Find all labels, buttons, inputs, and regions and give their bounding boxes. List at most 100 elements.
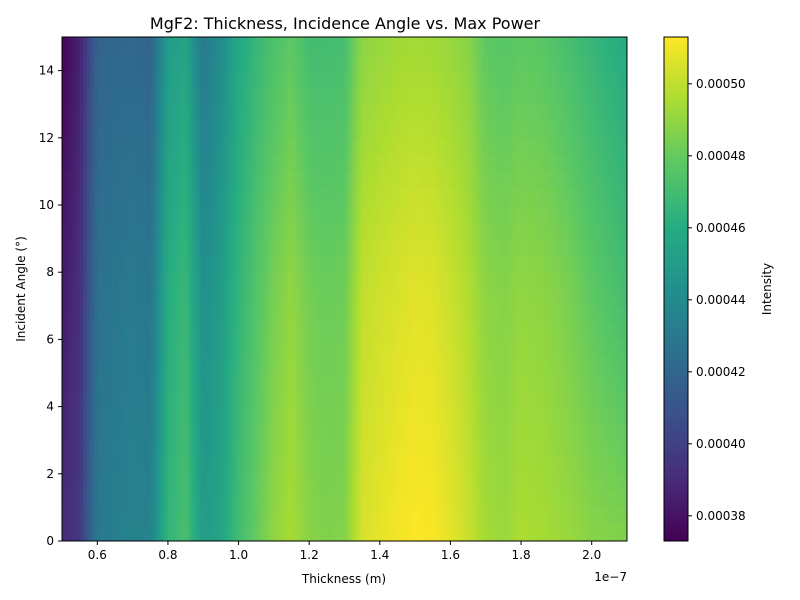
heatmap-cell [595,221,600,240]
heatmap-cell [277,255,282,273]
heatmap-cell [86,356,91,374]
heatmap-cell [492,440,497,458]
heatmap-cell [69,339,74,357]
heatmap-cell [164,406,169,424]
heatmap-cell [609,37,614,55]
heatmap-cell [224,70,229,88]
heatmap-cell [104,171,109,189]
heatmap-cell [379,70,384,88]
heatmap-cell [616,322,621,340]
heatmap-cell [305,305,310,324]
heatmap-cell [235,37,240,55]
heatmap-cell [330,137,335,156]
heatmap-cell [506,121,512,139]
heatmap-cell [319,524,324,541]
heatmap-cell [235,221,240,240]
heatmap-cell [432,171,437,189]
heatmap-cell [249,423,254,441]
heatmap-cell [415,238,420,256]
heatmap-cell [584,289,589,307]
heatmap-cell [235,289,240,307]
heatmap-cell [288,205,293,223]
heatmap-cell [93,137,98,156]
heatmap-cell [492,339,497,357]
heatmap-cell [182,171,187,189]
heatmap-cell [97,289,102,307]
heatmap-cell [266,238,271,256]
heatmap-cell [192,524,197,541]
heatmap-cell [319,373,324,391]
heatmap-cell [432,154,437,172]
heatmap-cell [220,104,226,122]
heatmap-cell [545,221,550,240]
heatmap-cell [62,423,67,441]
heatmap-cell [224,373,229,391]
heatmap-cell [69,356,74,374]
heatmap-cell [591,356,596,374]
heatmap-cell [288,473,293,492]
heatmap-cell [153,473,158,492]
heatmap-cell [478,70,483,88]
heatmap-cell [612,137,618,156]
heatmap-cell [213,37,218,55]
heatmap-cell [549,272,554,290]
heatmap-cell [146,255,151,273]
heatmap-cell [418,339,423,357]
heatmap-cell [358,440,363,458]
heatmap-cell [259,188,264,206]
heatmap-cell [114,205,120,223]
heatmap-cell [595,255,600,273]
heatmap-cell [125,121,130,139]
heatmap-cell [259,356,264,374]
heatmap-cell [298,104,303,122]
heatmap-cell [62,188,67,206]
heatmap-cell [524,322,529,340]
heatmap-cell [263,188,268,206]
heatmap-cell [581,524,586,541]
heatmap-cell [185,238,190,256]
heatmap-cell [266,205,271,223]
heatmap-cell [443,53,448,72]
heatmap-cell [429,524,434,541]
heatmap-cell [330,440,335,458]
heatmap-cell [619,389,625,408]
heatmap-cell [69,457,74,475]
heatmap-cell [182,272,187,290]
heatmap-cell [556,289,561,307]
heatmap-cell [612,188,618,206]
heatmap-cell [185,322,190,340]
heatmap-cell [252,339,257,357]
heatmap-cell [524,406,529,424]
heatmap-cell [333,490,339,508]
heatmap-cell [559,188,565,206]
heatmap-cell [524,171,529,189]
heatmap-cell [408,339,413,357]
heatmap-cell [468,70,473,88]
heatmap-cell [259,305,264,324]
heatmap-cell [129,423,134,441]
heatmap-cell [125,205,130,223]
heatmap-cell [316,221,321,240]
heatmap-cell [390,406,395,424]
heatmap-cell [358,524,363,541]
heatmap-cell [182,507,187,525]
heatmap-cell [510,507,515,525]
heatmap-cell [552,37,557,55]
heatmap-cell [581,121,586,139]
heatmap-cell [344,389,349,408]
heatmap-cell [62,289,67,307]
heatmap-cell [62,406,67,424]
heatmap-cell [295,339,300,357]
heatmap-cell [397,322,402,340]
heatmap-cell [185,255,190,273]
heatmap-cell [316,457,321,475]
heatmap-cell [178,255,183,273]
heatmap-cell [506,389,512,408]
heatmap-cell [344,406,349,424]
heatmap-cell [90,423,95,441]
heatmap-cell [167,205,173,223]
heatmap-cell [182,37,187,55]
heatmap-cell [425,406,430,424]
heatmap-cell [408,171,413,189]
heatmap-cell [386,289,392,307]
